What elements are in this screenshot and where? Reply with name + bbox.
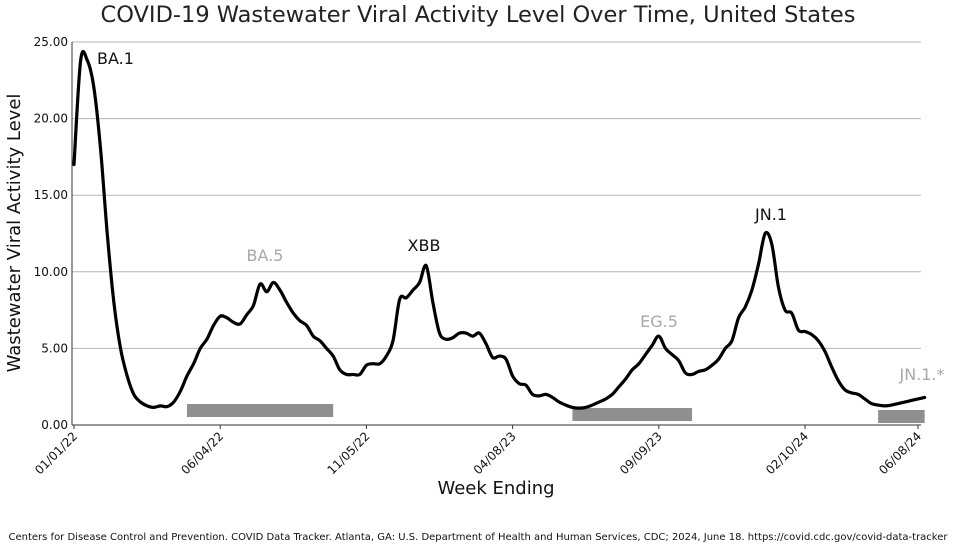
x-tick-label: 09/09/23 [617,429,665,477]
x-axis-title: Week Ending [437,478,554,499]
y-tick-labels: 0.00 5.00 10.00 15.00 20.00 25.00 [34,35,68,432]
variant-label: EG.5 [640,312,678,331]
variant-label: JN.1.* [898,365,944,384]
season-bars [186,404,925,423]
gridlines [72,41,921,349]
y-tick-label: 5.00 [41,341,68,355]
axes [71,42,921,429]
chart-title: COVID-19 Wastewater Viral Activity Level… [101,2,856,28]
x-tick-labels: 01/01/22 06/04/22 11/05/22 04/08/23 09/09/23… [32,429,924,477]
variant-label: BA.5 [247,246,284,265]
x-tick-label: 06/04/22 [178,429,226,477]
y-tick-label: 10.00 [34,265,68,279]
season-bar [186,404,334,417]
y-tick-label: 15.00 [34,188,68,202]
y-tick-label: 25.00 [34,35,68,49]
x-tick-label: 06/08/24 [876,429,924,477]
season-bar [572,408,693,421]
y-axis-title: Wastewater Viral Activity Level [4,94,25,373]
x-tick-label: 11/05/22 [325,429,373,477]
series-line [72,49,927,410]
variant-label: JN.1 [754,205,787,224]
series-line-layer [72,49,927,410]
y-tick-label: 0.00 [41,418,68,432]
x-tick-label: 04/08/23 [471,429,519,477]
source-citation: Centers for Disease Control and Preventi… [9,532,949,543]
variant-label: BA.1 [97,49,134,68]
y-tick-label: 20.00 [34,112,68,126]
x-tick-label: 01/01/22 [32,429,80,477]
variant-annotations: BA.1 BA.5 XBB EG.5 JN.1 JN.1.* [97,49,945,384]
season-bar [878,410,925,423]
x-tick-label: 02/10/24 [763,429,811,477]
variant-label: XBB [408,236,441,255]
